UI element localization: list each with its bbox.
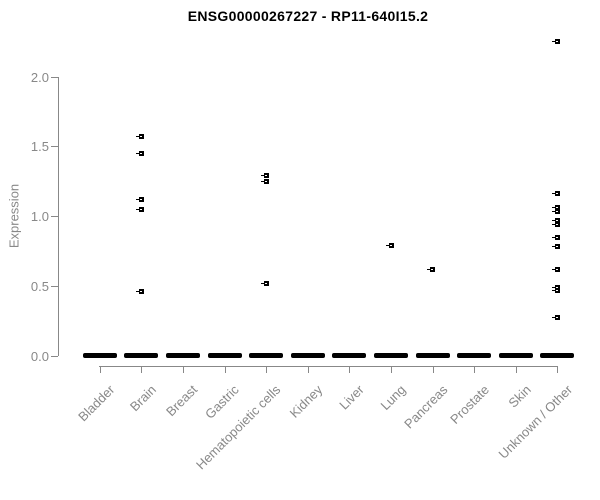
data-point — [551, 234, 560, 240]
zero-expression-cluster — [498, 353, 533, 358]
x-axis-tick — [432, 366, 434, 373]
chart-title: ENSG00000267227 - RP11-640I15.2 — [187, 8, 429, 24]
zero-expression-cluster — [540, 353, 575, 358]
x-tick-label: Brain — [126, 382, 160, 415]
x-tick-label: Bladder — [75, 382, 118, 425]
data-point — [551, 222, 560, 227]
data-point — [260, 280, 269, 286]
data-point — [551, 205, 560, 211]
zero-expression-cluster — [290, 353, 325, 358]
data-point — [551, 315, 560, 321]
zero-expression-cluster — [124, 353, 159, 358]
zero-expression-cluster — [332, 353, 367, 358]
x-tick-label: Skin — [504, 382, 534, 411]
y-tick-label: 1.5 — [30, 139, 49, 155]
y-axis-line — [58, 76, 59, 357]
data-point — [135, 134, 144, 140]
x-axis-tick — [515, 366, 517, 373]
x-tick-label: Liver — [336, 382, 368, 413]
x-tick-label: Kidney — [286, 382, 326, 421]
data-point — [135, 196, 144, 202]
zero-expression-cluster — [249, 353, 284, 358]
x-tick-label: Prostate — [446, 382, 492, 427]
zero-expression-cluster — [374, 353, 408, 358]
x-tick-label: Pancreas — [400, 382, 451, 432]
y-axis-tick — [51, 216, 58, 218]
data-point — [551, 39, 560, 45]
data-point — [135, 150, 144, 156]
x-axis-tick — [183, 366, 184, 373]
data-point — [551, 244, 560, 250]
y-tick-label: 2.0 — [30, 69, 49, 85]
x-axis-tick — [349, 366, 351, 373]
zero-expression-cluster — [207, 353, 242, 358]
zero-expression-cluster — [166, 353, 200, 358]
zero-expression-cluster — [415, 353, 450, 358]
x-tick-label: Gastric — [202, 382, 243, 422]
data-point — [260, 173, 269, 179]
data-point — [551, 284, 560, 290]
x-axis-tick — [557, 366, 559, 373]
x-axis-tick — [266, 366, 268, 373]
y-axis-tick — [51, 355, 58, 357]
data-point — [385, 242, 394, 248]
data-point — [551, 287, 560, 293]
zero-expression-cluster — [82, 353, 117, 358]
y-tick-label: 1.0 — [30, 209, 49, 225]
y-tick-label: 0.5 — [30, 278, 49, 294]
zero-expression-cluster — [457, 353, 492, 358]
x-axis-tick — [307, 366, 309, 373]
x-axis-tick — [99, 366, 101, 373]
data-point — [551, 266, 560, 272]
x-tick-label: Breast — [163, 382, 201, 420]
y-axis-tick — [51, 285, 58, 287]
y-axis-tick — [51, 76, 58, 78]
data-point — [551, 209, 560, 215]
data-point — [427, 266, 436, 272]
x-axis-tick — [474, 366, 476, 373]
x-axis-tick — [391, 366, 392, 373]
x-axis-line — [99, 366, 558, 367]
data-point — [135, 288, 144, 294]
x-axis-tick — [224, 366, 226, 373]
x-tick-label: Unknown / Other — [495, 382, 576, 462]
data-point — [551, 217, 560, 223]
y-axis-tick — [51, 146, 58, 148]
data-point — [551, 191, 560, 197]
x-tick-label: Lung — [377, 382, 409, 414]
data-point — [135, 206, 144, 212]
data-point — [260, 178, 269, 184]
y-tick-label: 0.0 — [30, 348, 49, 364]
x-axis-tick — [141, 366, 143, 373]
